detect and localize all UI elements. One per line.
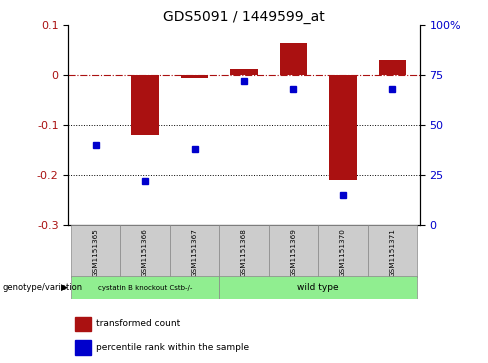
Text: GSM1151371: GSM1151371 [389,228,395,277]
Text: GSM1151365: GSM1151365 [93,228,99,277]
Text: GSM1151370: GSM1151370 [340,228,346,277]
Bar [230,69,258,75]
Text: transformed count: transformed count [97,319,181,329]
Text: percentile rank within the sample: percentile rank within the sample [97,343,249,352]
Text: wild type: wild type [297,283,339,292]
Bar [280,43,307,75]
Bar [368,225,417,278]
Title: GDS5091 / 1449599_at: GDS5091 / 1449599_at [163,11,325,24]
Bar [269,225,318,278]
Text: ▶: ▶ [61,284,68,292]
Bar [75,317,91,331]
Text: GSM1151367: GSM1151367 [191,228,198,277]
Text: GSM1151369: GSM1151369 [290,228,297,277]
Bar [219,225,269,278]
Bar [75,340,91,355]
Bar [318,225,368,278]
Bar [379,60,406,75]
Bar [329,75,357,180]
Bar [71,225,120,278]
Bar [120,225,170,278]
Bar [219,276,417,299]
Text: GSM1151366: GSM1151366 [142,228,148,277]
Text: genotype/variation: genotype/variation [2,284,82,292]
Bar [71,276,219,299]
Text: GSM1151368: GSM1151368 [241,228,247,277]
Bar [131,75,159,135]
Bar [170,225,219,278]
Text: cystatin B knockout Cstb-/-: cystatin B knockout Cstb-/- [98,285,192,291]
Bar [181,75,208,78]
